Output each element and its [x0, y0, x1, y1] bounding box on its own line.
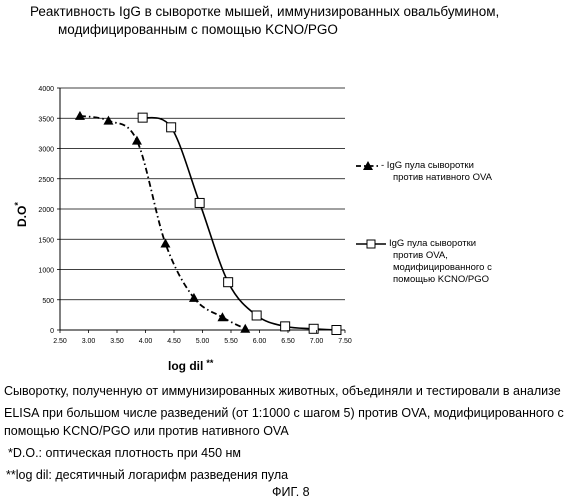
tick-label-x-1: 3.00 — [82, 338, 96, 345]
caption-footnote-do: *D.O.: оптическая плотность при 450 нм — [8, 446, 241, 460]
tick-label-x-5: 5.00 — [196, 338, 210, 345]
data-point-square-4 — [252, 311, 261, 320]
y-axis-label: D.O* — [13, 202, 29, 227]
data-point-triangle-6 — [240, 324, 250, 333]
chart-series — [75, 111, 341, 335]
data-point-triangle-2 — [132, 136, 142, 145]
data-point-square-3 — [224, 278, 233, 287]
tick-label-x-0: 2.50 — [53, 338, 67, 345]
caption-line-1: Сыворотку, полученную от иммунизированны… — [4, 384, 561, 398]
data-point-triangle-4 — [189, 293, 199, 302]
tick-label-y-7: 3500 — [38, 116, 54, 123]
data-point-square-1 — [167, 123, 176, 132]
series-line-0 — [80, 116, 245, 329]
data-point-triangle-3 — [160, 238, 170, 247]
tick-label-y-6: 3000 — [38, 147, 54, 154]
tick-label-x-6: 5.50 — [224, 338, 238, 345]
tick-label-x-9: 7.00 — [310, 338, 324, 345]
chart-axis-titles: D.O* log dil** — [13, 202, 214, 373]
data-point-square-0 — [138, 113, 147, 122]
tick-label-y-5: 2500 — [38, 177, 54, 184]
caption-footnote-logdil: **log dil: десятичный логарифм разведени… — [6, 468, 288, 482]
tick-label-y-3: 1500 — [38, 237, 54, 244]
tick-label-y-2: 1000 — [38, 268, 54, 275]
data-point-triangle-5 — [217, 312, 227, 321]
legend-label-modified-ova-line-4: помощью KCNO/PGO — [389, 274, 492, 286]
legend-label-native-ova-line-2: против нативного OVA — [381, 172, 492, 184]
data-point-square-2 — [195, 198, 204, 207]
caption-line-2: ELISA при большом числе разведений (от 1… — [4, 406, 564, 420]
tick-label-x-8: 6.50 — [281, 338, 295, 345]
tick-label-y-0: 0 — [50, 328, 54, 335]
legend-label-native-ova: - IgG пула сыворотки против нативного OV… — [381, 160, 492, 184]
legend-label-modified-ova-line-2: против OVA, — [389, 250, 492, 262]
caption-line-3: помощью KCNO/PGO или против нативного OV… — [4, 424, 289, 438]
y-axis-label-suffix: * — [13, 202, 23, 206]
legend-label-modified-ova-line-1: IgG пула сыворотки — [389, 238, 492, 250]
tick-label-x-10: 7.50 — [338, 338, 352, 345]
tick-label-y-1: 500 — [42, 298, 54, 305]
tick-label-y-4: 2000 — [38, 207, 54, 214]
legend-label-modified-ova: IgG пула сыворотки против OVA, модифицир… — [389, 238, 492, 286]
chart-ticks: 0 500 1000 1500 2000 2500 3000 3500 4000 2.50 3.00… — [38, 86, 351, 345]
x-axis-label-suffix: ** — [206, 358, 214, 368]
figure-label: ФИГ. 8 — [272, 485, 310, 499]
chart-plot: 0 500 1000 1500 2000 2500 3000 3500 4000 2.50 3.00… — [0, 0, 586, 380]
legend-label-native-ova-line-1: - IgG пула сыворотки — [381, 160, 492, 172]
y-axis-label-text: D.O — [15, 206, 29, 227]
tick-label-y-8: 4000 — [38, 86, 54, 93]
x-axis-label: log dil** — [168, 358, 214, 373]
data-point-square-7 — [332, 326, 341, 335]
tick-label-x-4: 4.50 — [167, 338, 181, 345]
tick-label-x-2: 3.50 — [110, 338, 124, 345]
data-point-triangle-1 — [103, 116, 113, 125]
data-point-square-5 — [281, 322, 290, 331]
tick-label-x-3: 4.00 — [139, 338, 153, 345]
tick-label-x-7: 6.00 — [253, 338, 267, 345]
x-axis-label-text: log dil — [168, 359, 203, 373]
series-line-1 — [143, 118, 337, 330]
legend-square-marker — [367, 240, 375, 248]
legend-label-modified-ova-line-3: модифицированного с — [389, 262, 492, 274]
